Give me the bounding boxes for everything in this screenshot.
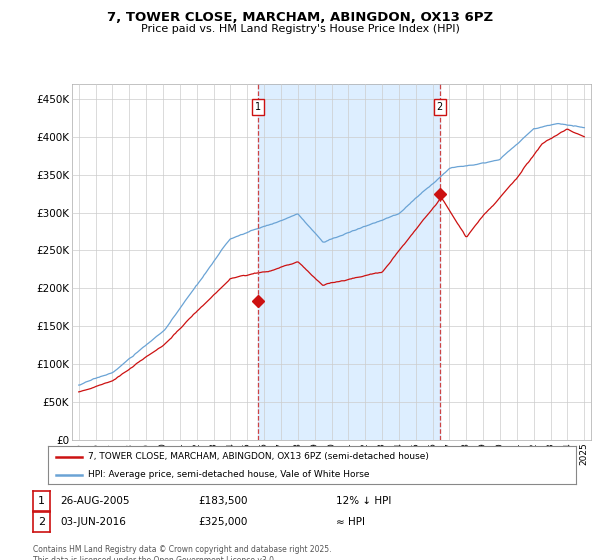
Bar bbox=[258, 84, 440, 440]
Text: ≈ HPI: ≈ HPI bbox=[336, 517, 365, 527]
Text: 12% ↓ HPI: 12% ↓ HPI bbox=[336, 496, 391, 506]
Text: 26-AUG-2005: 26-AUG-2005 bbox=[60, 496, 130, 506]
Text: £325,000: £325,000 bbox=[198, 517, 247, 527]
Text: 2: 2 bbox=[38, 517, 45, 527]
Text: 1: 1 bbox=[38, 496, 45, 506]
Text: 03-JUN-2016: 03-JUN-2016 bbox=[60, 517, 126, 527]
Text: 7, TOWER CLOSE, MARCHAM, ABINGDON, OX13 6PZ: 7, TOWER CLOSE, MARCHAM, ABINGDON, OX13 … bbox=[107, 11, 493, 24]
Text: Price paid vs. HM Land Registry's House Price Index (HPI): Price paid vs. HM Land Registry's House … bbox=[140, 24, 460, 34]
Text: £183,500: £183,500 bbox=[198, 496, 248, 506]
Text: 7, TOWER CLOSE, MARCHAM, ABINGDON, OX13 6PZ (semi-detached house): 7, TOWER CLOSE, MARCHAM, ABINGDON, OX13 … bbox=[88, 452, 428, 461]
Text: 2: 2 bbox=[437, 102, 443, 112]
Text: Contains HM Land Registry data © Crown copyright and database right 2025.
This d: Contains HM Land Registry data © Crown c… bbox=[33, 545, 331, 560]
Text: HPI: Average price, semi-detached house, Vale of White Horse: HPI: Average price, semi-detached house,… bbox=[88, 470, 369, 479]
Text: 1: 1 bbox=[255, 102, 261, 112]
